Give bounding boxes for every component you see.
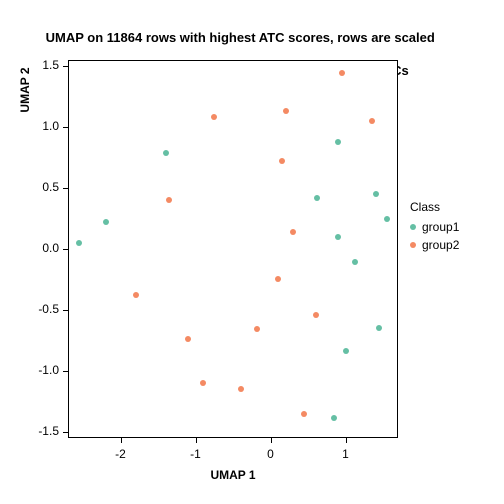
legend-label: group2 — [422, 238, 459, 252]
y-tick-label: -1.5 — [19, 424, 59, 438]
data-point — [335, 139, 341, 145]
legend-item: group1 — [410, 220, 459, 234]
x-tick-label: -2 — [101, 447, 141, 461]
x-tick — [121, 438, 122, 443]
data-point — [211, 114, 217, 120]
data-point — [166, 197, 172, 203]
y-tick — [63, 432, 68, 433]
data-point — [290, 229, 296, 235]
data-point — [314, 195, 320, 201]
y-tick — [63, 66, 68, 67]
x-tick-label: 0 — [251, 447, 291, 461]
data-point — [352, 259, 358, 265]
data-point — [331, 415, 337, 421]
x-tick — [271, 438, 272, 443]
y-tick — [63, 371, 68, 372]
data-point — [335, 234, 341, 240]
data-point — [163, 150, 169, 156]
x-tick-label: -1 — [176, 447, 216, 461]
data-point — [254, 326, 260, 332]
data-point — [301, 411, 307, 417]
data-point — [103, 219, 109, 225]
data-point — [238, 386, 244, 392]
plot-area — [68, 60, 398, 438]
data-point — [200, 380, 206, 386]
x-axis-label: UMAP 1 — [68, 468, 398, 482]
x-tick-label: 1 — [326, 447, 366, 461]
data-point — [76, 240, 82, 246]
legend-item: group2 — [410, 238, 459, 252]
chart-container: UMAP on 11864 rows with highest ATC scor… — [0, 0, 504, 504]
data-point — [369, 118, 375, 124]
y-tick-label: 1.5 — [19, 58, 59, 72]
data-point — [279, 158, 285, 164]
data-point — [283, 108, 289, 114]
legend-label: group1 — [422, 220, 459, 234]
data-point — [313, 312, 319, 318]
y-tick — [63, 310, 68, 311]
data-point — [339, 70, 345, 76]
y-tick-label: -1.0 — [19, 363, 59, 377]
y-tick-label: -0.5 — [19, 302, 59, 316]
y-tick — [63, 188, 68, 189]
y-axis-label: UMAP 2 — [18, 0, 32, 279]
legend-title: Class — [410, 200, 440, 214]
y-tick-label: 0.0 — [19, 241, 59, 255]
data-point — [373, 191, 379, 197]
data-point — [185, 336, 191, 342]
y-tick — [63, 127, 68, 128]
x-tick — [346, 438, 347, 443]
data-point — [343, 348, 349, 354]
data-point — [384, 216, 390, 222]
legend-swatch — [410, 224, 416, 230]
y-tick-label: 0.5 — [19, 180, 59, 194]
x-tick — [196, 438, 197, 443]
y-tick-label: 1.0 — [19, 119, 59, 133]
legend-swatch — [410, 242, 416, 248]
data-point — [376, 325, 382, 331]
data-point — [275, 276, 281, 282]
chart-title-line1: UMAP on 11864 rows with highest ATC scor… — [46, 30, 435, 45]
data-point — [133, 292, 139, 298]
y-tick — [63, 249, 68, 250]
